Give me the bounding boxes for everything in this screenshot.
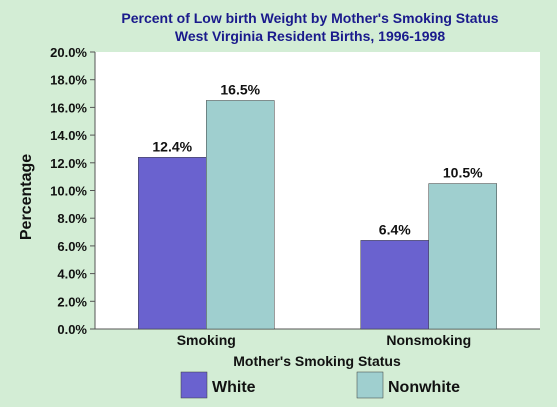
y-tick-label: 6.0% (57, 239, 87, 254)
y-tick-label: 18.0% (50, 73, 87, 88)
x-category-label: Nonsmoking (386, 332, 471, 348)
legend-label-nonwhite: Nonwhite (388, 379, 460, 396)
data-label: 12.4% (152, 138, 192, 154)
legend-swatch-nonwhite (356, 371, 384, 399)
chart-subtitle: West Virginia Resident Births, 1996-1998 (175, 28, 445, 44)
bars (138, 100, 497, 330)
legend-swatch-white (180, 371, 208, 399)
data-label: 10.5% (443, 165, 483, 181)
legend: White Nonwhite (180, 371, 460, 399)
chart-title: Percent of Low birth Weight by Mother's … (121, 10, 498, 26)
x-axis-categories: Smoking Nonsmoking (177, 332, 471, 348)
x-axis-label: Mother's Smoking Status (233, 353, 401, 369)
y-tick-label: 14.0% (50, 128, 87, 143)
y-tick-label: 2.0% (57, 294, 87, 309)
bar-smoking-nonwhite (206, 100, 275, 330)
data-labels: 12.4% 16.5% 6.4% 10.5% (152, 81, 483, 237)
y-tick-label: 12.0% (50, 156, 87, 171)
data-label: 6.4% (379, 221, 411, 237)
y-tick-label: 8.0% (57, 211, 87, 226)
x-category-label: Smoking (177, 332, 236, 348)
y-tick-label: 4.0% (57, 267, 87, 282)
y-tick-label: 20.0% (50, 45, 87, 60)
y-tick-label: 16.0% (50, 100, 87, 115)
legend-label-white: White (212, 379, 256, 396)
bar-nonsmoking-nonwhite (428, 183, 497, 330)
bar-nonsmoking-white (360, 240, 429, 330)
y-axis-ticks: 0.0% 2.0% 4.0% 6.0% 8.0% 10.0% 12.0% 14.0% 16.0%… (50, 45, 95, 337)
y-tick-label: 10.0% (50, 184, 87, 199)
data-label: 16.5% (220, 81, 260, 97)
y-axis-label: Percentage (18, 154, 35, 240)
y-tick-label: 0.0% (57, 322, 87, 337)
bar-smoking-white (138, 157, 207, 330)
